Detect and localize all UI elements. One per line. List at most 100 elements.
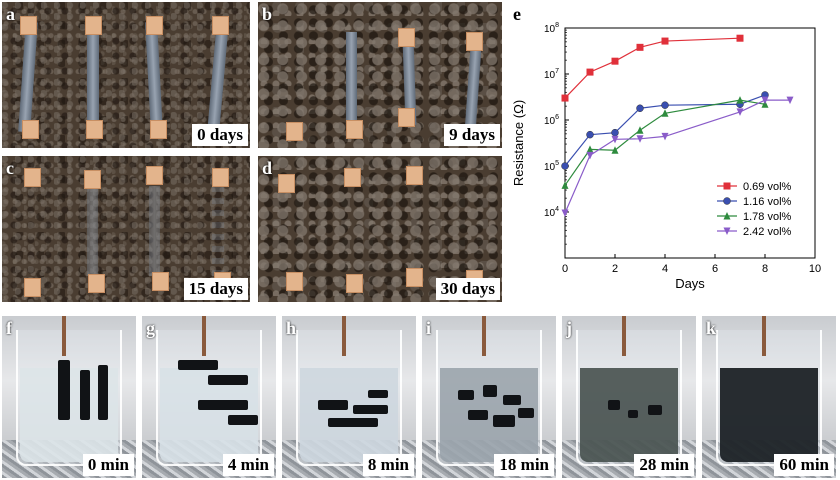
beaker-panel-f: f 0 min: [2, 316, 136, 478]
electrode-wire: [62, 316, 66, 356]
x-tick-label: 8: [762, 263, 768, 275]
data-point: [611, 146, 619, 154]
time-label: 8 min: [362, 454, 414, 476]
sensor-strip: [346, 32, 357, 127]
panel-letter: h: [286, 318, 297, 338]
beaker: [296, 330, 402, 466]
sensor-strip: [87, 186, 98, 276]
composite-piece: [518, 408, 534, 418]
composite-piece: [628, 410, 638, 418]
tape: [24, 278, 41, 297]
tape: [24, 168, 41, 187]
tape: [286, 272, 303, 291]
panel-letter: a: [6, 4, 15, 24]
x-tick-label: 0: [562, 263, 568, 275]
data-point: [636, 43, 644, 51]
photo-panel-b: b 9 days: [258, 2, 502, 148]
data-point: [736, 34, 744, 42]
data-point: [661, 132, 669, 141]
composite-piece: [458, 390, 474, 400]
photo-panel-d: d 30 days: [258, 156, 502, 302]
panel-letter: b: [262, 4, 273, 24]
composite-piece: [353, 405, 388, 414]
composite-piece: [228, 415, 258, 425]
tape: [278, 174, 295, 193]
beaker: [16, 330, 122, 466]
tape: [212, 16, 229, 35]
beaker-panel-h: h 8 min: [282, 316, 416, 478]
electrode-wire: [342, 316, 346, 356]
y-tick-label: 104: [544, 206, 559, 219]
legend-marker: [723, 182, 731, 190]
composite-piece: [328, 418, 378, 427]
y-tick-label: 108: [544, 22, 559, 35]
x-tick-label: 10: [809, 263, 821, 275]
y-tick-label: 105: [544, 160, 559, 173]
panel-letter: c: [6, 158, 14, 178]
electrode-wire: [482, 316, 486, 356]
data-point: [761, 96, 769, 105]
time-label: 18 min: [494, 454, 554, 476]
data-point: [736, 108, 744, 116]
panel-letter: e: [513, 4, 521, 24]
sensor-strip: [18, 21, 38, 133]
tape: [85, 16, 102, 35]
tape: [152, 272, 169, 291]
tape: [88, 274, 105, 293]
panel-letter: k: [706, 318, 717, 338]
data-point: [661, 109, 669, 117]
data-point: [611, 57, 619, 65]
beaker-panel-g: g 4 min: [142, 316, 276, 478]
tape: [406, 166, 423, 185]
legend-marker: [723, 227, 731, 235]
x-tick-label: 6: [712, 263, 718, 275]
tape: [286, 122, 303, 141]
composite-piece: [503, 395, 521, 405]
composite-piece: [198, 400, 248, 410]
panel-letter: j: [566, 318, 572, 338]
legend-marker: [723, 197, 731, 205]
tape: [344, 168, 361, 187]
tape: [146, 16, 163, 35]
data-point: [611, 128, 619, 137]
data-point: [586, 130, 594, 139]
legend-label: 0.69 vol%: [743, 181, 792, 193]
panel-letter: g: [146, 318, 155, 338]
composite-piece: [208, 375, 248, 385]
time-label: 9 days: [444, 124, 500, 146]
legend-label: 1.16 vol%: [743, 196, 792, 208]
tape: [84, 170, 101, 189]
composite-piece: [368, 390, 388, 398]
y-tick-label: 107: [544, 68, 559, 81]
tape: [466, 32, 483, 51]
data-point: [561, 181, 569, 189]
y-tick-label: 106: [544, 114, 559, 127]
sensor-strip: [149, 186, 160, 276]
sensor-strip: [145, 21, 163, 133]
sensor-strip: [87, 22, 99, 132]
composite-piece: [98, 365, 108, 420]
composite-piece: [178, 360, 218, 370]
photo-panel-c: c 15 days: [2, 156, 250, 302]
sensor-strip: [207, 21, 229, 133]
time-label: 0 min: [82, 454, 134, 476]
composite-piece: [483, 385, 497, 397]
composite-piece: [608, 400, 620, 410]
data-point: [561, 162, 569, 170]
panel-letter: i: [426, 318, 432, 338]
data-point: [586, 145, 594, 153]
data-point: [611, 135, 619, 144]
time-label: 4 min: [222, 454, 274, 476]
beaker: [716, 330, 822, 466]
time-label: 15 days: [183, 278, 248, 300]
tape: [146, 166, 163, 185]
data-point: [561, 209, 569, 218]
water: [300, 368, 398, 462]
panel-letter: f: [6, 318, 12, 338]
x-tick-label: 2: [612, 263, 618, 275]
beaker: [156, 330, 262, 466]
series-line-0: [564, 37, 741, 99]
y-axis-label: Resistance (Ω): [511, 100, 526, 186]
composite-piece: [80, 370, 90, 420]
tape: [398, 28, 415, 47]
